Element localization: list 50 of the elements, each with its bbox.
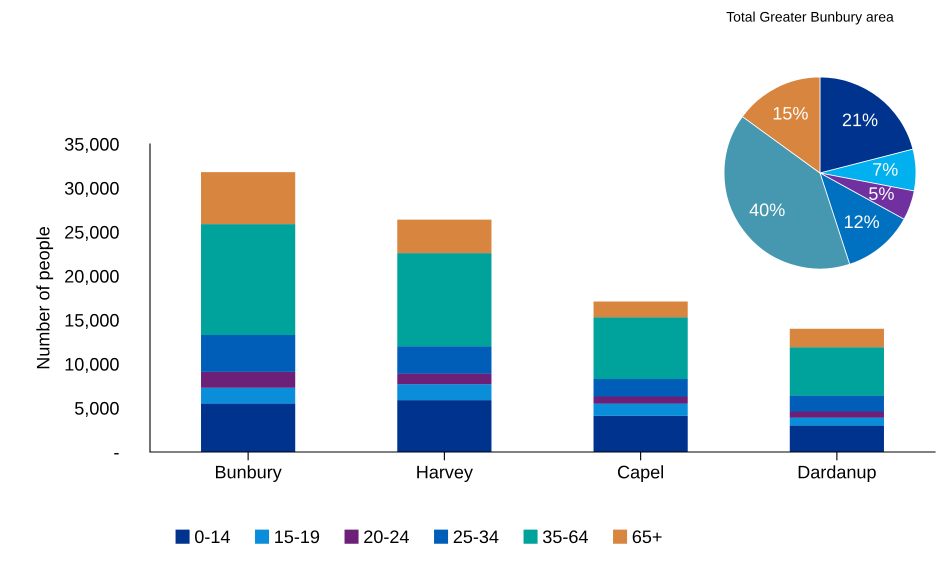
x-tick-label: Harvey xyxy=(417,466,473,482)
bar xyxy=(594,378,688,397)
bar xyxy=(790,396,884,412)
bar xyxy=(594,416,688,452)
bar xyxy=(397,384,492,400)
x-tick-label: Dardanup xyxy=(798,465,876,482)
x-tick-label: Bunbury xyxy=(216,465,282,482)
data-label: 7% xyxy=(873,163,898,176)
y-axis-title: Number of people xyxy=(36,227,54,368)
legend-label: 0-14 xyxy=(195,530,230,544)
bar xyxy=(201,404,296,452)
bar xyxy=(790,412,884,418)
bar xyxy=(201,388,296,404)
bar xyxy=(397,346,492,374)
bar xyxy=(397,400,492,452)
bar xyxy=(201,224,296,335)
bar xyxy=(790,418,884,426)
bar xyxy=(201,172,296,224)
data-label: 12% xyxy=(844,215,880,228)
bar xyxy=(594,302,688,318)
y-tick-label: 25,000 xyxy=(65,226,119,241)
y-tick-label: 30,000 xyxy=(64,182,119,197)
bar xyxy=(594,404,688,416)
data-label: 40% xyxy=(750,203,785,216)
legend-label: 25-34 xyxy=(454,530,498,544)
data-label: 5% xyxy=(869,187,894,200)
bar xyxy=(201,334,296,372)
bar xyxy=(790,426,884,452)
legend-label: 20-24 xyxy=(364,530,409,544)
bar xyxy=(790,347,884,396)
legend-label: 65+ xyxy=(632,530,662,544)
data-label: 15% xyxy=(774,106,808,120)
bar xyxy=(397,253,492,346)
x-tick-label: Capel xyxy=(618,465,664,482)
y-tick-label: - xyxy=(114,453,119,454)
y-tick-label: 15,000 xyxy=(66,314,119,329)
legend-label: 15-19 xyxy=(275,530,320,544)
legend-label: 35-64 xyxy=(542,530,588,544)
bar xyxy=(397,220,492,254)
bar xyxy=(594,317,688,379)
chart-title: Total Greater Bunbury area xyxy=(726,12,894,24)
y-tick-label: 5,000 xyxy=(74,402,119,417)
y-tick-label: 20,000 xyxy=(65,270,119,285)
bar xyxy=(790,328,884,348)
bar xyxy=(397,374,492,384)
bar xyxy=(201,372,296,388)
data-label: 21% xyxy=(842,113,878,126)
y-tick-label: 35,000 xyxy=(64,138,119,153)
y-tick-label: 10,000 xyxy=(66,358,119,373)
bar xyxy=(594,396,688,404)
